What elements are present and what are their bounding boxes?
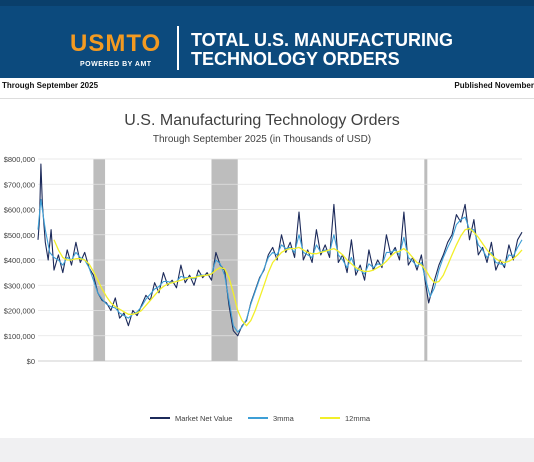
y-tick-label: $100,000: [4, 332, 35, 341]
y-tick-label: $0: [27, 357, 35, 366]
y-tick-label: $400,000: [4, 256, 35, 265]
series-line-market-net-value: [37, 163, 523, 337]
chart-title: U.S. Manufacturing Technology Orders: [124, 112, 399, 129]
chart-panel: U.S. Manufacturing Technology Orders Thr…: [0, 94, 534, 439]
y-tick-label: $200,000: [4, 307, 35, 316]
y-tick-label: $800,000: [4, 155, 35, 164]
series-line-12mma: [53, 227, 523, 327]
y-axis: $0 $100,000 $200,000 $300,000 $400,000 $500,0…: [4, 155, 35, 366]
banner-divider: [177, 26, 179, 70]
orders-chart: U.S. Manufacturing Technology Orders Thr…: [0, 94, 523, 423]
y-tick-label: $600,000: [4, 206, 35, 215]
series-lines: [37, 163, 523, 337]
chart-subtitle: Through September 2025 (in Thousands of …: [153, 134, 371, 145]
series-line-3mma: [37, 198, 523, 333]
usmto-logo: USMTO: [70, 30, 162, 57]
page-footer-band: [0, 438, 534, 462]
meta-row: Through September 2025 Published Novembe…: [0, 80, 534, 92]
legend-label: 12mma: [345, 414, 371, 423]
report-banner: USMTO POWERED BY AMT TOTAL U.S. MANUFACT…: [0, 0, 534, 78]
banner-title: TOTAL U.S. MANUFACTURING TECHNOLOGY ORDE…: [191, 31, 453, 69]
legend-label: 3mma: [273, 414, 295, 423]
banner-title-line2: TECHNOLOGY ORDERS: [191, 49, 400, 69]
published-date: Published November: [454, 81, 534, 90]
logo-tagline: POWERED BY AMT: [80, 61, 152, 68]
banner-title-line1: TOTAL U.S. MANUFACTURING: [191, 30, 453, 50]
y-tick-label: $300,000: [4, 281, 35, 290]
legend: Market Net Value 3mma 12mma: [150, 414, 371, 423]
y-tick-label: $700,000: [4, 180, 35, 189]
banner-stripe: [0, 0, 534, 6]
y-tick-label: $500,000: [4, 231, 35, 240]
legend-label: Market Net Value: [175, 414, 232, 423]
through-date: Through September 2025: [2, 81, 99, 90]
